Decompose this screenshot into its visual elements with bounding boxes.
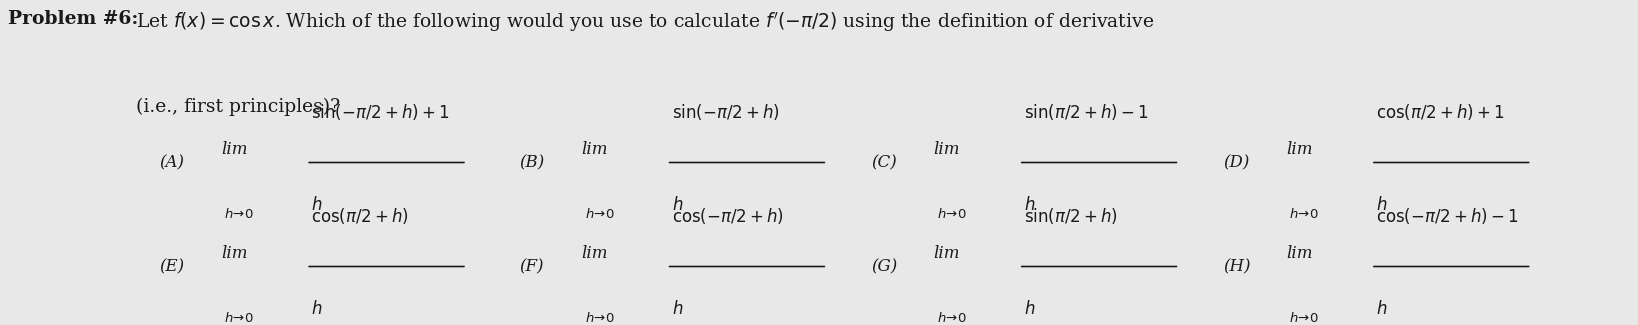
Text: $h$: $h$ (672, 300, 683, 318)
Text: $h\!\rightarrow\!0$: $h\!\rightarrow\!0$ (585, 311, 614, 325)
Text: (D): (D) (1224, 154, 1250, 171)
Text: Problem #6:: Problem #6: (8, 10, 139, 28)
Text: lim: lim (581, 141, 608, 158)
Text: Let $f(x) = \cos x$. Which of the following would you use to calculate $f^{\prim: Let $f(x) = \cos x$. Which of the follow… (136, 10, 1155, 34)
Text: $\cos(\pi/2 + h) + 1$: $\cos(\pi/2 + h) + 1$ (1376, 102, 1505, 122)
Text: $\sin(-\pi/2 + h) + 1$: $\sin(-\pi/2 + h) + 1$ (311, 102, 450, 122)
Text: (C): (C) (871, 154, 898, 171)
Text: (F): (F) (519, 258, 544, 275)
Text: $h\!\rightarrow\!0$: $h\!\rightarrow\!0$ (937, 311, 966, 325)
Text: $\sin(-\pi/2 + h)$: $\sin(-\pi/2 + h)$ (672, 102, 780, 122)
Text: $h\!\rightarrow\!0$: $h\!\rightarrow\!0$ (224, 207, 254, 222)
Text: $h\!\rightarrow\!0$: $h\!\rightarrow\!0$ (1289, 311, 1319, 325)
Text: $h$: $h$ (311, 196, 323, 214)
Text: (E): (E) (159, 258, 183, 275)
Text: lim: lim (1286, 245, 1312, 262)
Text: lim: lim (581, 245, 608, 262)
Text: $\sin(\pi/2 + h) - 1$: $\sin(\pi/2 + h) - 1$ (1024, 102, 1148, 122)
Text: lim: lim (934, 245, 960, 262)
Text: $h$: $h$ (672, 196, 683, 214)
Text: lim: lim (221, 141, 247, 158)
Text: $h\!\rightarrow\!0$: $h\!\rightarrow\!0$ (937, 207, 966, 222)
Text: (H): (H) (1224, 258, 1251, 275)
Text: (i.e., first principles)?: (i.e., first principles)? (136, 98, 341, 116)
Text: $\sin(\pi/2 + h)$: $\sin(\pi/2 + h)$ (1024, 206, 1117, 226)
Text: $\cos(\pi/2 + h)$: $\cos(\pi/2 + h)$ (311, 206, 410, 226)
Text: $\cos(-\pi/2 + h)$: $\cos(-\pi/2 + h)$ (672, 206, 783, 226)
Text: $h\!\rightarrow\!0$: $h\!\rightarrow\!0$ (224, 311, 254, 325)
Text: lim: lim (934, 141, 960, 158)
Text: lim: lim (221, 245, 247, 262)
Text: $h\!\rightarrow\!0$: $h\!\rightarrow\!0$ (585, 207, 614, 222)
Text: lim: lim (1286, 141, 1312, 158)
Text: $h$: $h$ (1376, 196, 1387, 214)
Text: $h\!\rightarrow\!0$: $h\!\rightarrow\!0$ (1289, 207, 1319, 222)
Text: (G): (G) (871, 258, 898, 275)
Text: $h$: $h$ (1024, 300, 1035, 318)
Text: $h$: $h$ (1024, 196, 1035, 214)
Text: $h$: $h$ (1376, 300, 1387, 318)
Text: $\cos(-\pi/2 + h) - 1$: $\cos(-\pi/2 + h) - 1$ (1376, 206, 1518, 226)
Text: $h$: $h$ (311, 300, 323, 318)
Text: (B): (B) (519, 154, 544, 171)
Text: (A): (A) (159, 154, 183, 171)
